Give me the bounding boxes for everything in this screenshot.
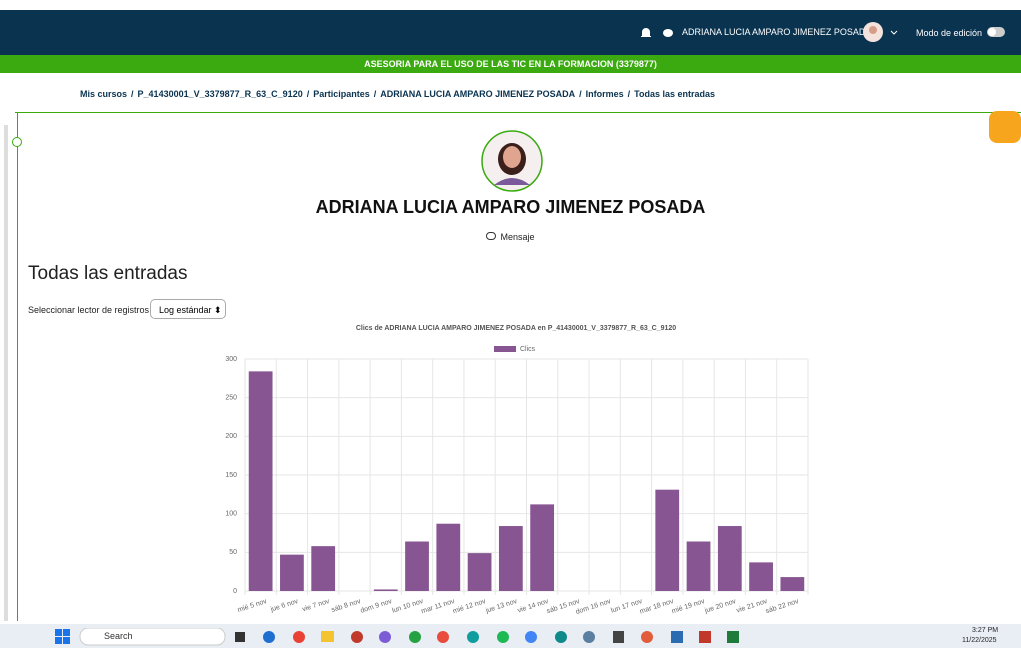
bar <box>311 546 335 591</box>
y-tick-label: 50 <box>229 549 237 556</box>
x-tick-label: lun 17 nov <box>610 598 643 615</box>
edit-toggle[interactable] <box>987 27 1005 37</box>
y-tick-label: 0 <box>233 588 237 595</box>
bar <box>280 555 304 591</box>
user-name[interactable]: ADRIANA LUCIA AMPARO JIMENEZ POSADA <box>682 27 871 37</box>
y-tick-label: 200 <box>225 433 237 440</box>
x-tick-label: dom 9 nov <box>360 598 394 615</box>
x-tick-label: mié 19 nov <box>671 598 706 615</box>
crumb-separator: / <box>307 89 310 99</box>
y-tick-label: 250 <box>225 395 237 402</box>
bar <box>780 577 804 591</box>
x-tick-label: jue 6 nov <box>269 598 300 614</box>
x-tick-label: vie 7 nov <box>302 598 331 613</box>
bar <box>499 526 523 591</box>
x-tick-label: mar 18 nov <box>639 598 675 616</box>
x-tick-label: sáb 8 nov <box>331 598 363 614</box>
navbar: ADRIANA LUCIA AMPARO JIMENEZ POSADA Modo… <box>0 10 1021 55</box>
selector-value[interactable]: Log estándar <box>159 305 212 315</box>
search-box[interactable]: Search <box>104 631 133 641</box>
legend-label: Clics <box>520 346 536 353</box>
profile-name: ADRIANA LUCIA AMPARO JIMENEZ POSADA <box>0 197 1021 218</box>
crumb-separator: / <box>579 89 582 99</box>
breadcrumb: Mis cursos / P_41430001_V_3379877_R_63_C_9… <box>80 89 719 99</box>
x-tick-label: vie 14 nov <box>517 598 550 615</box>
message-link[interactable]: Mensaje <box>0 232 1021 242</box>
help-button[interactable] <box>989 111 1021 143</box>
course-bar: ASESORIA PARA EL USO DE LAS TIC EN LA FO… <box>0 55 1021 73</box>
bar <box>530 504 554 591</box>
page: ADRIANA LUCIA AMPARO JIMENEZ POSADA Modo… <box>0 0 1021 648</box>
y-tick-label: 300 <box>225 356 237 363</box>
bar <box>436 524 460 591</box>
crumb-link[interactable]: Mis cursos <box>80 89 127 99</box>
crumb-link[interactable]: Informes <box>586 89 624 99</box>
x-tick-label: dom 16 nov <box>575 598 612 616</box>
crumb-link[interactable]: Participantes <box>313 89 370 99</box>
x-tick-label: sáb 22 nov <box>765 598 800 615</box>
nav-icons[interactable] <box>640 25 680 41</box>
y-tick-label: 100 <box>225 511 237 518</box>
crumb-separator: / <box>628 89 631 99</box>
message-label[interactable]: Mensaje <box>500 232 534 242</box>
chart-title: Clics de ADRIANA LUCIA AMPARO JIMENEZ PO… <box>356 325 676 332</box>
bar <box>718 526 742 591</box>
x-tick-label: jue 20 nov <box>703 598 737 615</box>
crumb-link[interactable]: ADRIANA LUCIA AMPARO JIMENEZ POSADA <box>380 89 575 99</box>
bar <box>687 542 711 591</box>
crumb-link[interactable]: P_41430001_V_3379877_R_63_C_9120 <box>138 89 303 99</box>
log-selector[interactable]: Log estándar ⬍ <box>150 299 226 319</box>
user-avatar[interactable] <box>862 21 902 45</box>
profile-avatar <box>480 129 544 193</box>
taskbar-icons[interactable] <box>55 628 755 646</box>
bar <box>655 490 679 591</box>
x-tick-label: mar 11 nov <box>421 598 456 615</box>
crumb-separator: / <box>131 89 134 99</box>
taskbar: Search 3:27 PM 11/22/2025 <box>0 624 1021 648</box>
legend-swatch <box>494 346 516 352</box>
bar <box>374 589 398 591</box>
chart: Clics de ADRIANA LUCIA AMPARO JIMENEZ PO… <box>0 320 1021 624</box>
divider <box>15 112 1021 113</box>
crumb-separator: / <box>374 89 377 99</box>
bar <box>749 562 773 591</box>
y-tick-label: 150 <box>225 472 237 479</box>
clock-time: 3:27 PM <box>972 627 998 634</box>
x-tick-label: jue 13 nov <box>484 598 518 615</box>
x-tick-label: mié 5 nov <box>237 598 269 614</box>
x-tick-label: vie 21 nov <box>736 598 769 615</box>
x-tick-label: mié 12 nov <box>452 598 487 615</box>
crumb-link[interactable]: Todas las entradas <box>634 89 715 99</box>
x-tick-label: lun 10 nov <box>391 598 424 615</box>
edit-mode-label: Modo de edición <box>916 28 982 38</box>
selector-label: Seleccionar lector de registros <box>28 305 149 315</box>
timeline-dot <box>12 137 22 147</box>
bar <box>249 371 273 591</box>
page-heading: Todas las entradas <box>28 263 188 285</box>
bar <box>468 553 492 591</box>
clock-date: 11/22/2025 <box>962 637 997 644</box>
bar <box>405 542 429 591</box>
